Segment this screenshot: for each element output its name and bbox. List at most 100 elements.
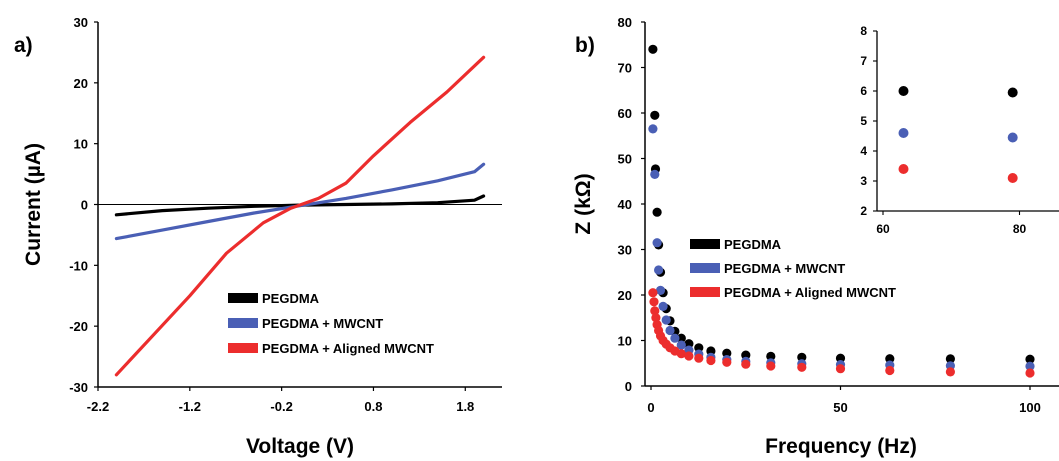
legend-label: PEGDMA	[262, 291, 320, 306]
data-point	[652, 238, 662, 248]
data-point	[648, 44, 658, 54]
x-tick-label: 100	[1019, 400, 1041, 415]
x-tick-label: -1.2	[179, 399, 201, 414]
data-point	[661, 315, 671, 325]
inset-y-tick-label: 4	[860, 144, 867, 158]
legend-swatch	[690, 287, 720, 297]
series-line	[114, 162, 486, 241]
data-point	[741, 359, 751, 369]
y-tick-label: -20	[69, 319, 88, 334]
data-point	[835, 364, 846, 374]
data-point	[797, 362, 807, 372]
inset-y-tick-label: 8	[860, 24, 867, 38]
inset-x-tick-label: 80	[1013, 222, 1027, 236]
data-point	[694, 353, 704, 363]
inset-data-point	[1007, 87, 1018, 98]
data-point	[797, 352, 807, 362]
series-line	[114, 194, 486, 217]
inset-data-point	[898, 128, 909, 138]
data-point	[655, 285, 666, 295]
inset-data-point	[898, 86, 909, 96]
x-axis-label: Frequency (Hz)	[765, 435, 917, 458]
data-point	[835, 353, 846, 363]
y-tick-label: 80	[618, 15, 632, 30]
data-point	[722, 348, 732, 358]
y-tick-label: 40	[618, 197, 632, 212]
data-point	[706, 355, 716, 366]
data-point	[694, 343, 704, 353]
x-axis-label: Voltage (V)	[246, 435, 354, 458]
y-tick-label: 20	[618, 288, 632, 303]
chart-a: a) -30 -20 -10 0 10 20 30 -2.2 -1.2 -0.2 0.8 1.8 Volt…	[14, 15, 502, 458]
data-point	[670, 333, 680, 343]
data-point	[649, 297, 659, 307]
data-point	[676, 349, 686, 359]
legend-swatch	[228, 343, 258, 353]
y-tick-label: 70	[618, 61, 632, 76]
legend-label: PEGDMA + MWCNT	[262, 316, 383, 331]
data-point	[652, 207, 662, 217]
inset-y-tick-label: 2	[860, 204, 867, 218]
legend-swatch	[690, 263, 720, 273]
x-tick-label: 0.8	[364, 399, 382, 414]
data-point	[650, 169, 660, 179]
data-point	[945, 367, 956, 377]
data-point	[706, 346, 716, 356]
y-tick-label: 30	[74, 15, 88, 30]
data-point	[676, 340, 686, 350]
data-point	[684, 351, 694, 361]
data-point	[684, 339, 694, 349]
data-point	[650, 306, 660, 316]
data-point	[665, 325, 675, 336]
inset-y-tick-label: 3	[860, 174, 867, 188]
data-point	[885, 365, 895, 376]
inset-data-point	[1007, 173, 1018, 183]
y-axis-label: Z (kΩ)	[572, 173, 595, 234]
legend-swatch	[228, 318, 258, 328]
data-point	[654, 265, 664, 275]
x-tick-label: -2.2	[87, 399, 109, 414]
data-point	[658, 301, 668, 311]
panel-label-b: b)	[575, 34, 595, 57]
data-point	[741, 350, 751, 360]
legend-swatch	[228, 293, 258, 303]
y-tick-label: 0	[81, 198, 88, 213]
data-point	[945, 354, 956, 364]
y-tick-label: 60	[618, 106, 632, 121]
y-tick-label: -30	[69, 380, 88, 395]
panel-label-a: a)	[14, 34, 33, 57]
data-point	[1025, 361, 1035, 371]
data-point	[1025, 368, 1035, 378]
inset-chart: 23456786080100	[837, 19, 1059, 254]
x-tick-label: 0	[647, 400, 654, 415]
legend-label: PEGDMA + Aligned MWCNT	[262, 341, 434, 356]
y-tick-label: 50	[618, 152, 632, 167]
inset-data-point	[898, 164, 909, 174]
inset-y-tick-label: 6	[860, 84, 867, 98]
data-point	[648, 288, 658, 298]
inset-data-point	[1007, 132, 1018, 143]
chart-b: b) 0 10 20 30 40 50 60 70 80 0 50 100 Frequency (Hz) Z…	[572, 15, 1059, 458]
x-tick-label: 1.8	[456, 399, 474, 414]
legend-label: PEGDMA + Aligned MWCNT	[724, 285, 896, 300]
legend-label: PEGDMA	[724, 237, 782, 252]
x-tick-label: 50	[833, 400, 847, 415]
inset-x-tick-label: 60	[876, 222, 890, 236]
legend-swatch	[690, 239, 720, 249]
data-point	[1025, 354, 1035, 364]
series-line	[114, 55, 486, 377]
y-axis-label: Current (µA)	[22, 143, 45, 266]
data-point	[722, 357, 732, 367]
data-point	[648, 124, 658, 134]
inset-y-tick-label: 5	[860, 114, 867, 128]
data-point	[650, 110, 660, 120]
data-point	[885, 354, 895, 364]
legend-label: PEGDMA + MWCNT	[724, 261, 845, 276]
y-tick-label: -10	[69, 258, 88, 273]
y-tick-label: 0	[625, 379, 632, 394]
inset-y-tick-label: 7	[860, 54, 867, 68]
data-point	[676, 333, 686, 343]
x-tick-label: -0.2	[270, 399, 292, 414]
y-tick-label: 10	[618, 334, 632, 349]
